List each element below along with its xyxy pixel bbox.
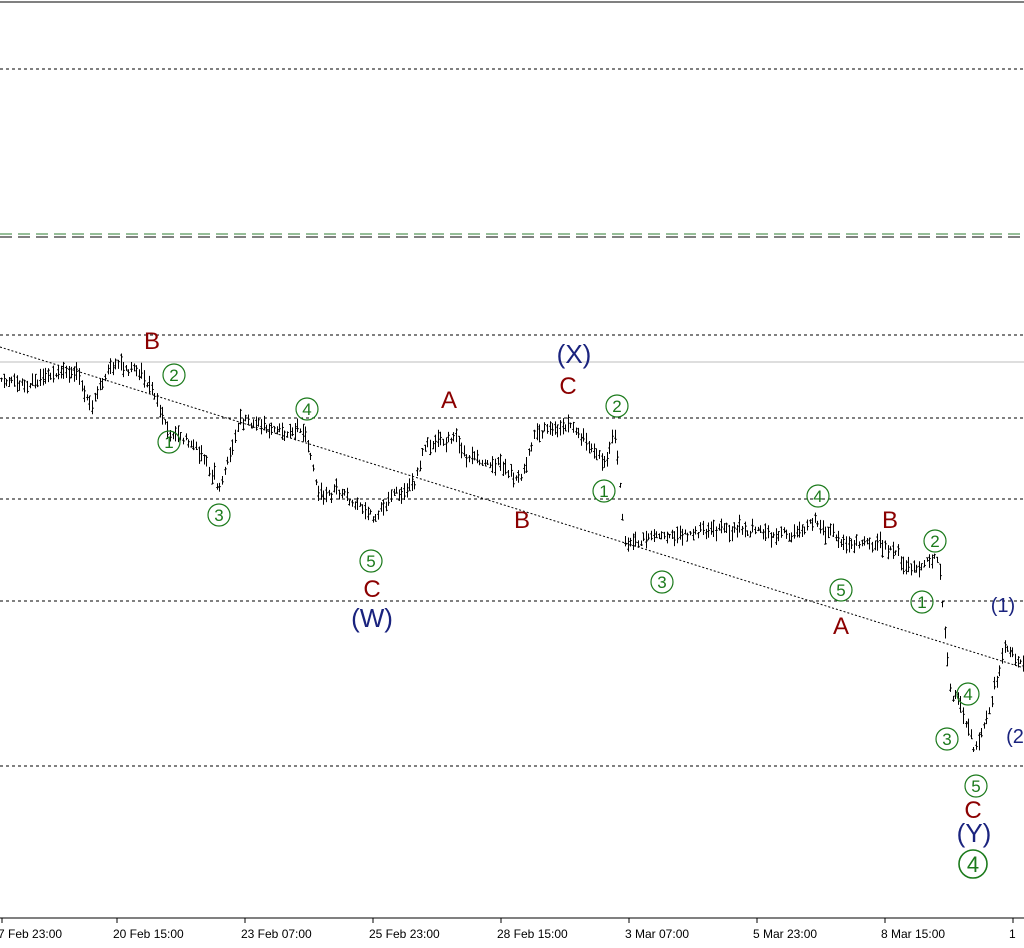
x-tick-label: 5 Mar 23:00 bbox=[753, 927, 817, 941]
wave-label: (1) bbox=[991, 595, 1015, 617]
x-tick-label: 7 Feb 23:00 bbox=[0, 927, 62, 941]
wave-label: 3 bbox=[942, 730, 951, 749]
wave-label: 4 bbox=[813, 487, 822, 506]
wave-label: 2 bbox=[930, 532, 939, 551]
wave-label: (Y) bbox=[957, 818, 992, 848]
x-tick-label: 3 Mar 07:00 bbox=[625, 927, 689, 941]
wave-circle bbox=[958, 849, 988, 879]
wave-circle bbox=[964, 774, 988, 798]
wave-label: 4 bbox=[302, 400, 311, 419]
wave-circle bbox=[605, 394, 629, 418]
wave-label: 1 bbox=[164, 433, 173, 452]
wave-label: C bbox=[363, 576, 380, 603]
wave-circle bbox=[829, 578, 853, 602]
wave-circle bbox=[806, 484, 830, 508]
wave-circle bbox=[956, 682, 980, 706]
wave-label: 2 bbox=[169, 366, 178, 385]
wave-circle bbox=[910, 590, 934, 614]
x-tick-label: 28 Feb 15:00 bbox=[497, 927, 568, 941]
wave-label: B bbox=[144, 328, 160, 355]
wave-circle bbox=[162, 363, 186, 387]
wave-label: 1 bbox=[599, 482, 608, 501]
wave-label: (2 bbox=[1006, 726, 1024, 748]
wave-circle bbox=[359, 549, 383, 573]
trendline bbox=[0, 346, 1024, 669]
wave-circle bbox=[650, 570, 674, 594]
wave-circle bbox=[207, 503, 231, 527]
wave-circle bbox=[923, 529, 947, 553]
wave-label: 2 bbox=[612, 397, 621, 416]
x-axis-ticks: 7 Feb 23:00 20 Feb 15:00 23 Feb 07:00 25 Fe… bbox=[0, 918, 1016, 941]
price-bars bbox=[0, 353, 1024, 753]
wave-label: C bbox=[559, 373, 576, 400]
wave-label: (W) bbox=[351, 603, 393, 633]
wave-label: 3 bbox=[214, 506, 223, 525]
wave-label: 5 bbox=[366, 552, 375, 571]
wave-circle bbox=[935, 727, 959, 751]
wave-label: 1 bbox=[917, 593, 926, 612]
wave-label: A bbox=[833, 613, 849, 640]
wave-label: C bbox=[964, 797, 981, 824]
wave-label: B bbox=[514, 507, 530, 534]
x-tick-label: 8 Mar 15:00 bbox=[881, 927, 945, 941]
x-tick-label: 23 Feb 07:00 bbox=[241, 927, 312, 941]
wave-label: (X) bbox=[557, 339, 592, 369]
wave-label: 5 bbox=[971, 777, 980, 796]
wave-label: 5 bbox=[836, 581, 845, 600]
wave-circle bbox=[592, 479, 616, 503]
x-tick-label: 25 Feb 23:00 bbox=[369, 927, 440, 941]
x-tick-label: 1 bbox=[1009, 927, 1016, 941]
horizontal-levels bbox=[0, 68, 1024, 767]
wave-circle bbox=[157, 430, 181, 454]
wave-label: 4 bbox=[967, 852, 979, 877]
wave-label: 4 bbox=[963, 685, 972, 704]
wave-label: 3 bbox=[657, 573, 666, 592]
wave-label: B bbox=[882, 507, 898, 534]
wave-circle bbox=[295, 397, 319, 421]
wave-label: A bbox=[441, 387, 457, 414]
x-tick-label: 20 Feb 15:00 bbox=[113, 927, 184, 941]
